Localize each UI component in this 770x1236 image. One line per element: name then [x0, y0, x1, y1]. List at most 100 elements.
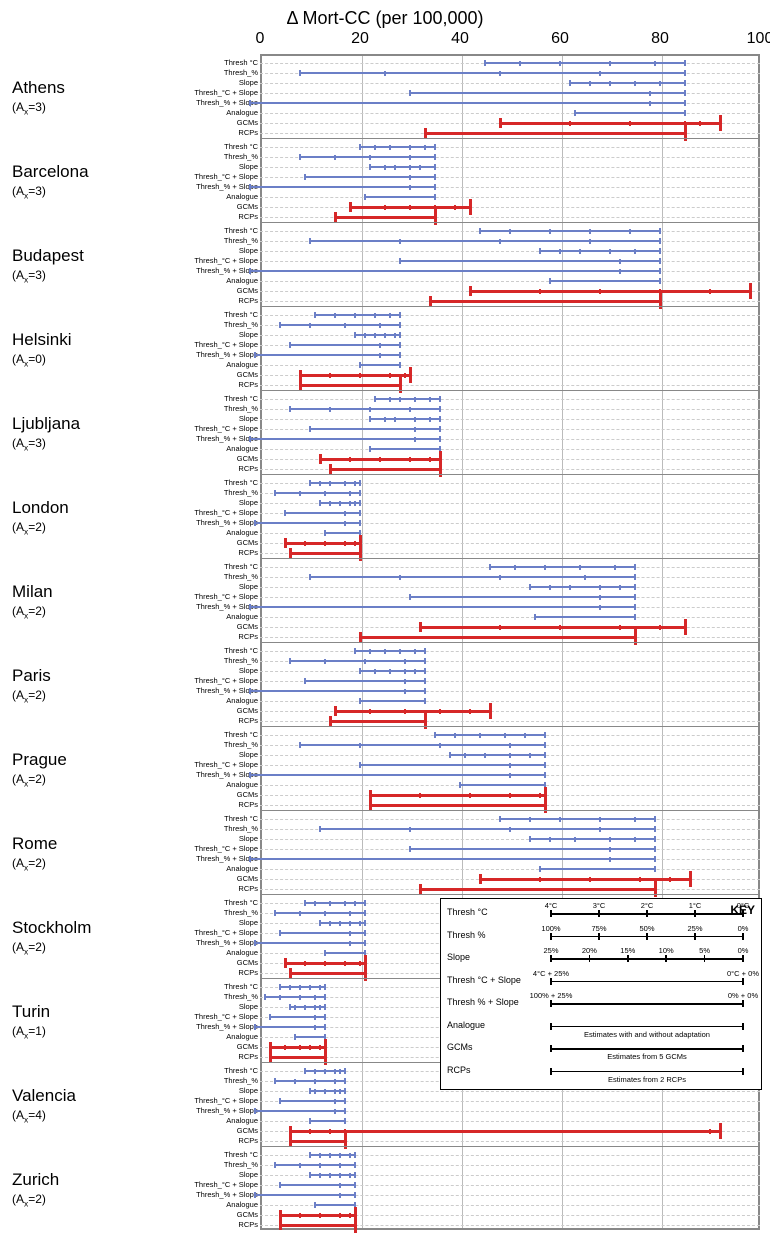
row-label: RCPs — [238, 128, 258, 137]
range-cap — [324, 1004, 326, 1010]
key-tick — [550, 1068, 552, 1075]
range-cap — [399, 352, 401, 358]
inner-tick — [284, 1045, 286, 1050]
chart-container: Δ Mort-CC (per 100,000) 020406080100 Ath… — [0, 0, 770, 1236]
key-tick-label: 75% — [591, 924, 606, 933]
inner-tick — [324, 1069, 326, 1074]
inner-tick — [409, 457, 411, 462]
x-axis-tick: 100 — [747, 30, 770, 48]
inner-tick — [509, 827, 511, 832]
inner-tick — [314, 1089, 316, 1094]
range-cap — [364, 900, 366, 906]
inner-tick — [339, 1153, 341, 1158]
key-tick-label: 0°C — [737, 901, 750, 910]
inner-tick — [609, 847, 611, 852]
inner-tick — [414, 427, 416, 432]
row-label: Thresh °C — [224, 310, 258, 319]
chart-title: Δ Mort-CC (per 100,000) — [0, 8, 770, 29]
inner-tick — [589, 229, 591, 234]
inner-tick — [469, 709, 471, 714]
range-cap — [279, 1210, 282, 1220]
row-guide — [260, 651, 760, 652]
inner-tick — [384, 205, 386, 210]
inner-tick — [499, 71, 501, 76]
row-label: RCPs — [238, 632, 258, 641]
range-bar — [540, 250, 660, 252]
inner-tick — [364, 659, 366, 664]
city-ax: (Ax=2) — [12, 604, 46, 620]
range-cap — [304, 174, 306, 180]
inner-tick — [379, 457, 381, 462]
range-cap — [359, 490, 361, 496]
row-label: GCMs — [237, 370, 258, 379]
range-cap — [489, 703, 492, 719]
key-row-label: RCPs — [447, 1065, 471, 1075]
inner-tick — [399, 397, 401, 402]
key-tick-label: 4°C + 25% — [533, 969, 569, 978]
inner-tick — [384, 649, 386, 654]
range-cap — [279, 1182, 281, 1188]
range-bar — [305, 176, 435, 178]
range-bar — [310, 482, 360, 484]
range-bar — [290, 408, 440, 410]
range-cap — [289, 1004, 291, 1010]
range-cap — [344, 1098, 346, 1104]
key-tick — [646, 933, 648, 940]
inner-tick — [559, 249, 561, 254]
inner-tick — [324, 911, 326, 916]
key-tick-label: 25% — [687, 924, 702, 933]
row-label: Thresh_% — [224, 404, 258, 413]
inner-tick — [429, 397, 431, 402]
range-bar — [470, 290, 750, 293]
inner-tick — [314, 995, 316, 1000]
inner-tick — [359, 373, 361, 378]
range-cap — [684, 110, 686, 116]
row-label: Thresh_% — [224, 824, 258, 833]
range-cap — [424, 688, 426, 694]
range-cap — [659, 258, 661, 264]
key-tick — [742, 955, 744, 962]
row-guide — [260, 419, 760, 420]
range-bar — [370, 166, 435, 168]
range-cap — [529, 584, 531, 590]
inner-tick — [614, 565, 616, 570]
range-bar — [430, 300, 660, 303]
inner-tick — [619, 269, 621, 274]
range-cap — [409, 846, 411, 852]
range-bar — [290, 344, 400, 346]
inner-tick — [334, 1099, 336, 1104]
inner-tick — [404, 689, 406, 694]
key-tick-label: 0% + 0% — [728, 991, 758, 1000]
range-bar — [480, 230, 660, 232]
key-row-label: Thresh % + Slope — [447, 997, 519, 1007]
inner-tick — [329, 901, 331, 906]
range-cap — [299, 70, 301, 76]
range-bar — [300, 72, 685, 74]
key-tick-label: 15% — [620, 946, 635, 955]
inner-tick — [439, 709, 441, 714]
inner-tick — [599, 585, 601, 590]
range-cap — [289, 406, 291, 412]
row-label: Thresh_% — [224, 1076, 258, 1085]
inner-tick — [319, 1005, 321, 1010]
inner-tick — [344, 541, 346, 546]
range-cap — [309, 426, 311, 432]
row-label: RCPs — [238, 1136, 258, 1145]
row-label: RCPs — [238, 1052, 258, 1061]
row-label: Thresh °C — [224, 1066, 258, 1075]
row-label: RCPs — [238, 1220, 258, 1229]
range-cap — [299, 380, 302, 390]
row-label: Slope — [239, 1002, 258, 1011]
range-bar — [300, 156, 435, 158]
key-bar — [551, 1003, 743, 1005]
inner-tick — [709, 289, 711, 294]
inner-tick — [414, 437, 416, 442]
range-cap — [749, 283, 752, 299]
key-tick — [694, 933, 696, 940]
range-cap — [304, 900, 306, 906]
row-label: Thresh_°C + Slope — [194, 760, 258, 769]
range-cap — [319, 454, 322, 464]
range-cap — [249, 856, 251, 862]
inner-tick — [654, 61, 656, 66]
inner-tick — [299, 1163, 301, 1168]
